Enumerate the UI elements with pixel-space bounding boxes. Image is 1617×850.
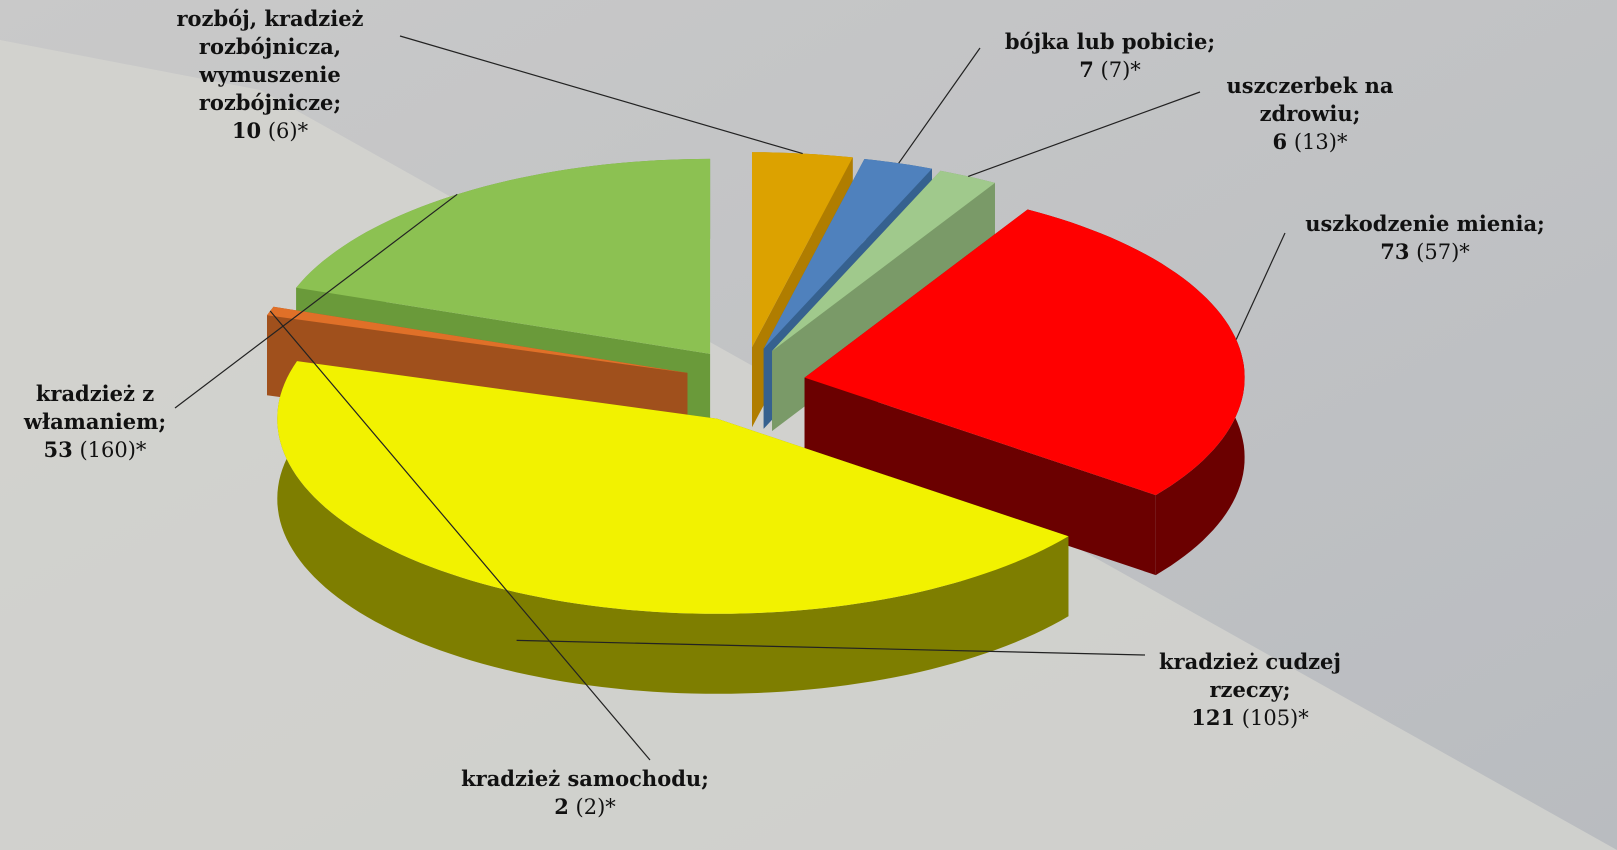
slice-top [804,209,1245,496]
previous-label: (7)* [1100,58,1141,82]
category-label: uszczerbek na zdrowiu; [1226,73,1394,126]
previous-label: (160)* [79,438,147,462]
value-label: 7 [1079,57,1094,82]
value-label: 10 [231,118,262,143]
category-label: rozbój, kradzież rozbójnicza, wymuszenie… [176,6,364,115]
previous-label: (6)* [267,119,309,143]
leader-line [269,310,651,761]
previous-label: (105)* [1241,706,1309,730]
value-label: 53 [43,437,73,462]
previous-label: (13)* [1293,130,1348,154]
leader-line [898,47,981,164]
slice [804,209,1245,576]
category-label: kradzież cudzej rzeczy; [1158,649,1342,702]
value-label: 121 [1191,705,1236,730]
previous-label: (57)* [1416,240,1470,264]
category-label: uszkodzenie mienia; [1305,211,1545,236]
slice-label: rozbój, kradzież rozbójnicza, wymuszenie… [135,5,405,145]
slice-label: kradzież cudzej rzeczy; 121 (105)* [1115,648,1385,732]
slice-top [277,361,1069,614]
slice-side [277,361,1069,694]
slice-label: kradzież samochodu; 2 (2)* [415,765,755,821]
value-label: 6 [1272,129,1288,154]
leader-line [174,193,458,409]
slice-wall [804,377,1156,576]
leader-line [399,35,803,155]
category-label: bójka lub pobicie; [1004,29,1216,54]
value-label: 73 [1380,239,1410,264]
slice-top [267,306,688,373]
slice-side [267,306,274,396]
slice-top [763,159,932,349]
slice-top [752,152,853,348]
previous-label: (2)* [575,795,616,819]
slice-label: bójka lub pobicie; 7 (7)* [960,28,1260,84]
slice-top [772,170,995,351]
category-label: kradzież samochodu; [461,766,709,791]
value-label: 2 [554,794,569,819]
leader-line [1235,232,1286,340]
leader-line [516,639,1146,656]
category-label: kradzież z włamaniem; [23,381,167,434]
slice-label: kradzież z włamaniem; 53 (160)* [0,380,195,464]
leader-line [967,91,1201,177]
slice-label: uszczerbek na zdrowiu; 6 (13)* [1190,72,1430,156]
slice-top [296,158,711,354]
slice [277,361,1069,694]
slice-label: uszkodzenie mienia; 73 (57)* [1260,210,1590,266]
